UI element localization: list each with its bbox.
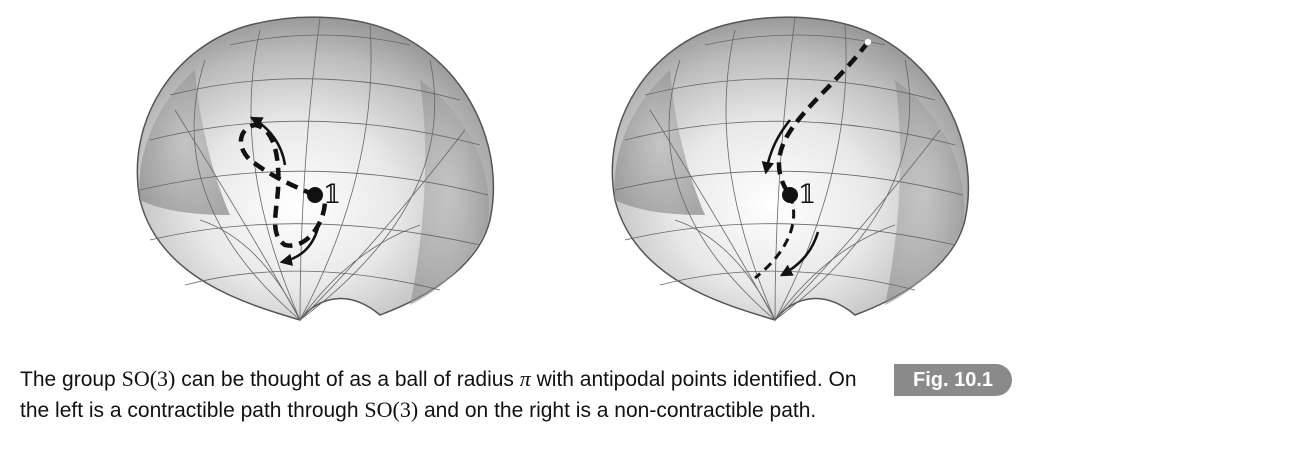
caption-text-3: with antipodal points identified. On the… xyxy=(20,368,857,422)
arrow-lower xyxy=(279,227,320,266)
caption-text-2: can be thought of as a ball of radius xyxy=(175,368,520,391)
grid-lines xyxy=(614,17,964,321)
caption-math-so3-second: SO(3) xyxy=(364,397,419,422)
cutaway-right xyxy=(410,80,490,305)
figure-so3-balls: 𝟙 𝟙 xyxy=(136,16,970,321)
sphere-body xyxy=(136,16,495,321)
left-ball: 𝟙 xyxy=(136,16,495,321)
noncontractible-path-upper xyxy=(776,40,870,197)
identity-label: 𝟙 xyxy=(798,180,816,210)
cutaway-right xyxy=(885,80,965,305)
noncontractible-path-lower xyxy=(754,194,796,280)
arrow-upper xyxy=(249,116,287,166)
caption-math-pi: π xyxy=(519,366,531,391)
caption-text-1: The group xyxy=(20,368,122,391)
caption-text-4: and on the right is a non-contractible p… xyxy=(418,399,817,422)
identity-point xyxy=(307,187,323,203)
caption-math-so3: SO(3) xyxy=(121,366,176,391)
grid-lines xyxy=(139,17,489,321)
antipodal-point xyxy=(864,38,872,46)
figure-number-badge: Fig. 10.1 xyxy=(894,364,1012,396)
sphere-body xyxy=(611,16,970,321)
arrow-upper xyxy=(761,119,791,175)
cutaway-left xyxy=(614,70,705,215)
figure-caption: The group SO(3) can be thought of as a b… xyxy=(20,364,880,426)
cutaway-left xyxy=(139,70,230,215)
contractible-path xyxy=(238,122,328,248)
arrow-lower xyxy=(779,231,820,277)
identity-point xyxy=(782,187,798,203)
identity-label: 𝟙 xyxy=(323,180,341,210)
right-ball: 𝟙 xyxy=(611,16,970,321)
